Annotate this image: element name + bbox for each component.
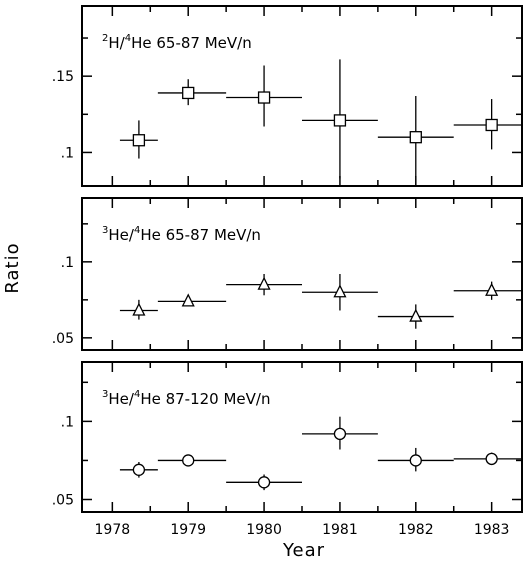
data-point <box>453 99 522 150</box>
x-tick-label: 1983 <box>474 522 510 538</box>
triangle-marker <box>333 284 347 298</box>
circle-marker <box>182 454 195 467</box>
circle-marker <box>257 476 271 489</box>
data-point <box>302 274 378 311</box>
triangle-marker <box>257 276 271 290</box>
square-marker <box>132 134 146 147</box>
panel-frame <box>81 197 523 351</box>
data-point <box>226 274 302 296</box>
data-point <box>377 447 454 472</box>
circle-marker <box>333 427 347 441</box>
x-axis-title: Year <box>282 540 325 561</box>
triangle-marker <box>132 302 146 316</box>
data-point <box>453 281 522 300</box>
data-point <box>157 293 227 307</box>
y-tick-label: .1 <box>61 414 74 430</box>
panel-2: .05 .1 3He/4He 65-87 MeV/n <box>52 197 523 351</box>
data-point <box>453 452 522 466</box>
triangle-marker <box>485 282 499 296</box>
data-point <box>119 299 158 320</box>
square-marker <box>333 114 347 127</box>
data-point <box>377 304 454 329</box>
square-marker <box>257 91 271 104</box>
data-point <box>119 120 158 159</box>
panel-label: 3He/4He 87-120 MeV/n <box>102 389 270 408</box>
circle-marker <box>409 454 422 467</box>
square-marker <box>409 131 422 144</box>
x-tick-label: 1980 <box>246 522 282 538</box>
y-tick-label: .15 <box>52 69 74 85</box>
circle-marker <box>132 463 146 476</box>
panel-label: 2H/4He 65-87 MeV/n <box>102 33 252 52</box>
circle-marker <box>485 452 498 466</box>
triangle-marker <box>181 293 195 307</box>
data-point <box>157 454 227 467</box>
panel-frame <box>81 5 523 187</box>
data-point <box>157 79 227 106</box>
square-marker <box>182 86 195 100</box>
panel-label: 3He/4He 65-87 MeV/n <box>102 225 261 244</box>
x-tick-label: 1982 <box>398 522 434 538</box>
data-point <box>302 59 378 179</box>
y-tick-label: .1 <box>61 145 74 161</box>
triangle-marker <box>409 308 423 322</box>
y-tick-label: .05 <box>52 331 74 347</box>
panel-frame <box>81 361 523 513</box>
panels: .1 .15 2H/4He 65-87 MeV/n .05 .1 3He/4He 65-8… <box>52 5 523 513</box>
panel-3: .05 .1 3He/4He 87-120 MeV/n <box>52 361 523 513</box>
x-tick-label: 1978 <box>95 522 131 538</box>
data-point <box>226 474 302 491</box>
y-axis-title: Ratio <box>2 242 23 293</box>
square-marker <box>485 118 498 132</box>
data-point <box>302 416 378 450</box>
y-tick-label: .05 <box>52 493 74 509</box>
data-point <box>377 96 454 177</box>
x-tick-label: 1981 <box>322 522 358 538</box>
y-tick-label: .1 <box>61 255 74 271</box>
data-point <box>226 65 302 127</box>
panel-1: .1 .15 2H/4He 65-87 MeV/n <box>52 5 523 187</box>
x-tick-label: 1979 <box>170 522 206 538</box>
data-point <box>119 462 158 478</box>
x-tick-labels: 1978 1979 1980 1981 1982 1983 <box>95 522 510 538</box>
